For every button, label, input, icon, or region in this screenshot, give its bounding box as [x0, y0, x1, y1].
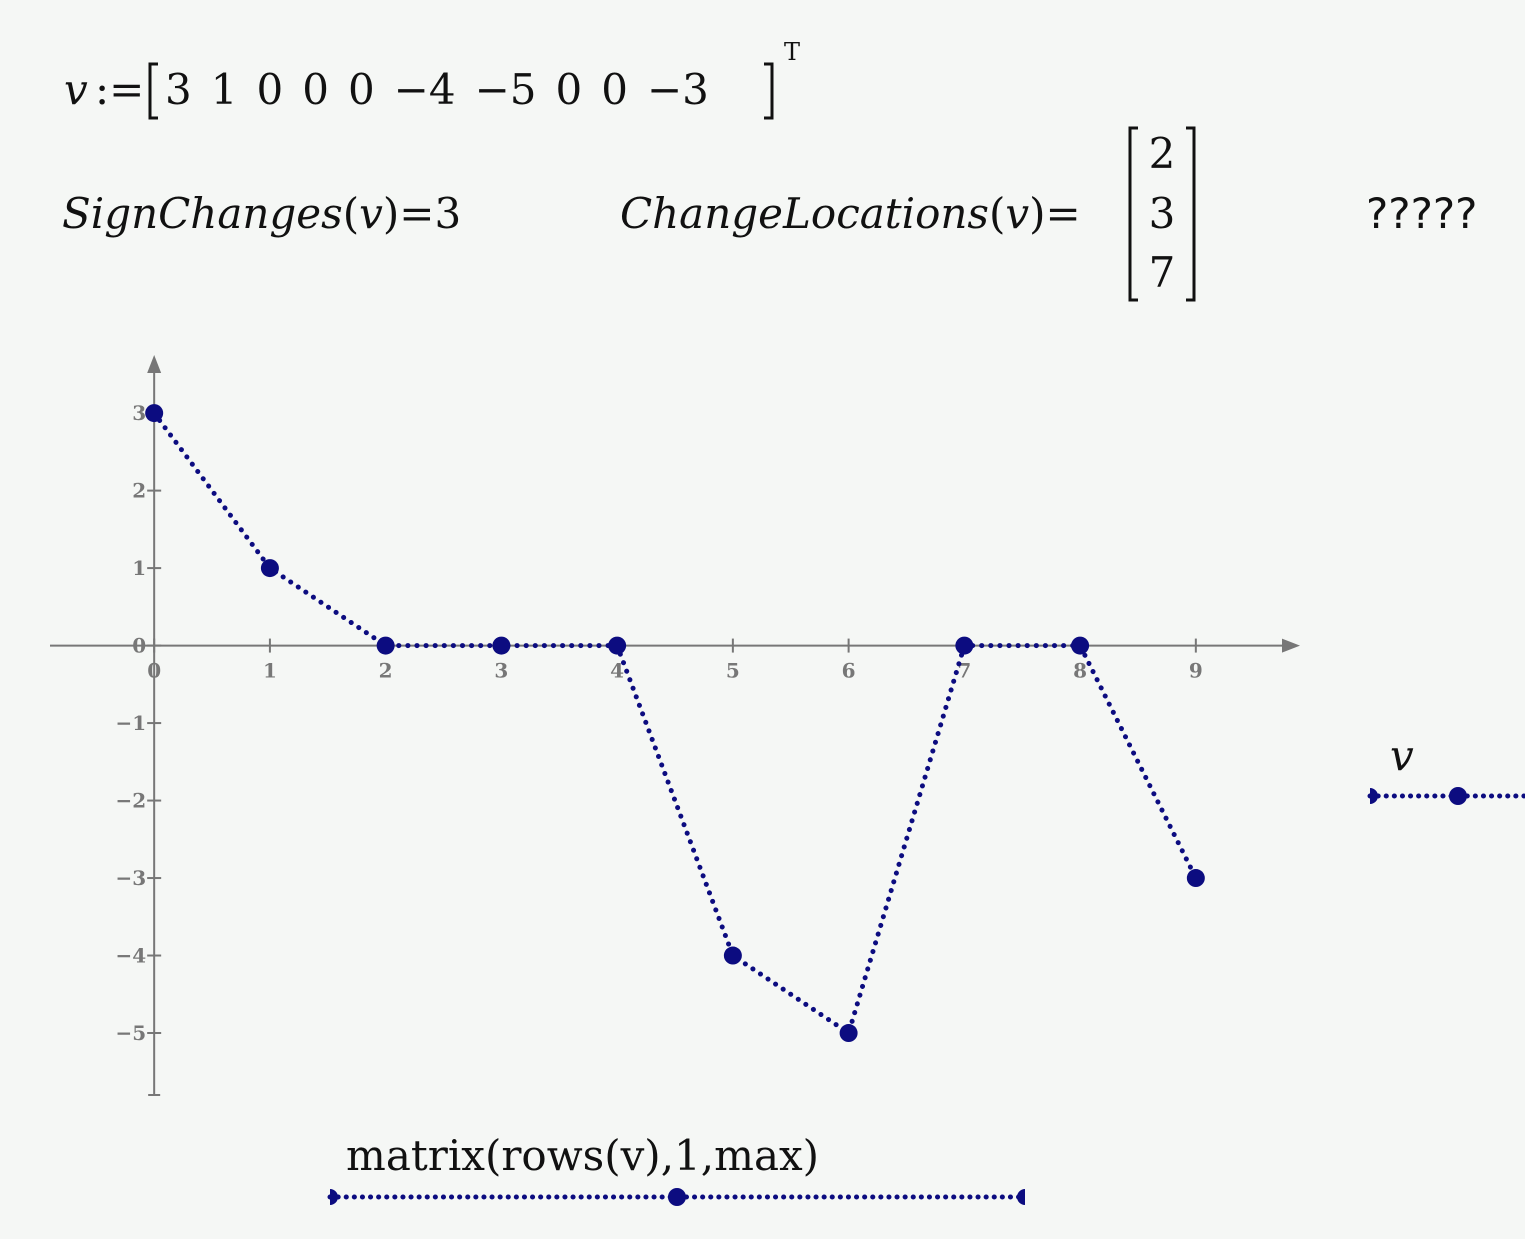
- y-tick-label: 2: [132, 479, 146, 503]
- sample-end: [330, 1189, 338, 1205]
- data-point: [723, 946, 742, 965]
- function-name: SignChanges: [62, 189, 343, 238]
- assign-op: :=: [95, 65, 144, 114]
- function-name: ChangeLocations: [620, 189, 989, 238]
- x-tick-label: 9: [1189, 659, 1203, 683]
- x-tick-label: 2: [379, 659, 393, 683]
- y-axis-arrow: [147, 355, 162, 373]
- equals: =: [399, 189, 434, 238]
- x-tick-label: 6: [842, 659, 856, 683]
- data-point: [1071, 636, 1090, 655]
- vector-element: 0: [302, 65, 329, 114]
- vector-element: 3: [165, 65, 192, 114]
- vector-element: 0: [256, 65, 283, 114]
- y-tick-label: −4: [115, 944, 146, 968]
- sign-changes-expr: SignChanges(v)=3: [62, 189, 461, 238]
- y-tick-label: −5: [115, 1021, 146, 1045]
- y-tick-label: 3: [132, 401, 146, 425]
- bracket: [148, 62, 158, 120]
- vector-element: −5: [475, 65, 537, 114]
- paren: ): [383, 189, 399, 238]
- data-point: [608, 636, 627, 655]
- vector-element: 0: [556, 65, 583, 114]
- data-point: [145, 404, 164, 423]
- note: ?????: [1366, 189, 1477, 238]
- x-tick-label: 0: [147, 659, 161, 683]
- var-name: v: [64, 65, 88, 114]
- sample-end: [1017, 1189, 1025, 1205]
- bracket: [764, 62, 774, 120]
- x-tick-label: 3: [494, 659, 508, 683]
- data-point: [492, 636, 511, 655]
- x-tick-label: 1: [263, 659, 277, 683]
- bracket: [1128, 126, 1138, 302]
- x-axis-arrow: [1282, 638, 1300, 653]
- vector-element: −4: [394, 65, 456, 114]
- change-locations-expr: ChangeLocations(v)=: [620, 189, 1081, 238]
- y-tick-label: −3: [115, 866, 146, 890]
- equals: =: [1045, 189, 1080, 238]
- series-line: [151, 410, 1199, 1037]
- y-tick-label: −1: [115, 711, 146, 735]
- x-tick-label: 4: [610, 659, 624, 683]
- y-tick-label: 1: [132, 556, 146, 580]
- data-point: [1186, 869, 1205, 888]
- transpose: T: [784, 38, 800, 66]
- vector-element: 1: [211, 65, 238, 114]
- arg: v: [359, 189, 383, 238]
- vector-element: 0: [601, 65, 628, 114]
- data-point: [376, 636, 395, 655]
- result: 3: [434, 189, 461, 238]
- arg: v: [1005, 189, 1029, 238]
- x-tick-label: 8: [1073, 659, 1087, 683]
- y-trace-sample: [1367, 787, 1525, 805]
- data-point: [839, 1024, 858, 1043]
- sample-marker: [1449, 787, 1467, 805]
- sample-marker: [668, 1188, 686, 1206]
- y-axis-label: v: [1390, 731, 1414, 780]
- result-entry: 3: [1149, 189, 1176, 238]
- paren: ): [1029, 189, 1045, 238]
- x-tick-label: 5: [726, 659, 740, 683]
- vector-elements: 3 1 0 0 0 −4 −5 0 0 −3: [165, 65, 709, 114]
- y-tick-label: 0: [132, 634, 146, 658]
- vector-element: 0: [348, 65, 375, 114]
- data-point: [260, 559, 279, 578]
- sample-end: [1370, 788, 1378, 804]
- x-axis-label: matrix(rows(v),1,max): [346, 1131, 819, 1180]
- y-tick-label: −2: [115, 789, 146, 813]
- paren: (: [343, 189, 359, 238]
- paren: (: [989, 189, 1005, 238]
- data-point: [955, 636, 974, 655]
- bracket: [1186, 126, 1196, 302]
- result-entry: 7: [1149, 248, 1176, 297]
- result-entry: 2: [1149, 129, 1176, 178]
- vector-element: −3: [647, 65, 709, 114]
- x-trace-sample: [327, 1188, 1028, 1206]
